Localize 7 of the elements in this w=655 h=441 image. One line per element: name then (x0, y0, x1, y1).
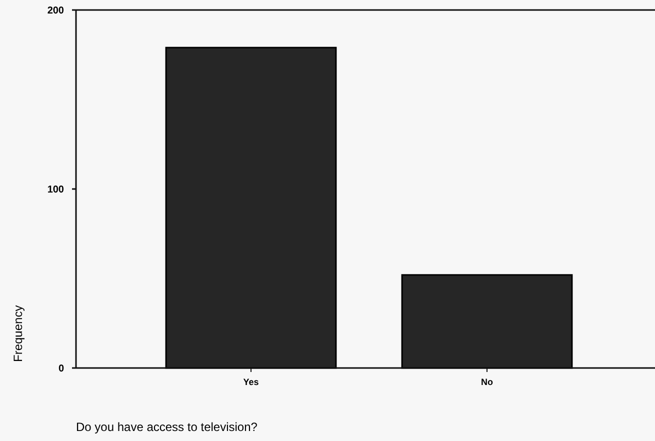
x-tick-label: No (481, 377, 494, 387)
y-tick-label: 0 (58, 364, 64, 374)
x-tick-label: Yes (243, 377, 259, 387)
y-axis-title: Frequency (11, 305, 25, 362)
y-tick-label: 100 (47, 184, 64, 196)
x-axis-title: Do you have access to television? (76, 420, 258, 434)
y-tick-label: 200 (47, 6, 64, 16)
